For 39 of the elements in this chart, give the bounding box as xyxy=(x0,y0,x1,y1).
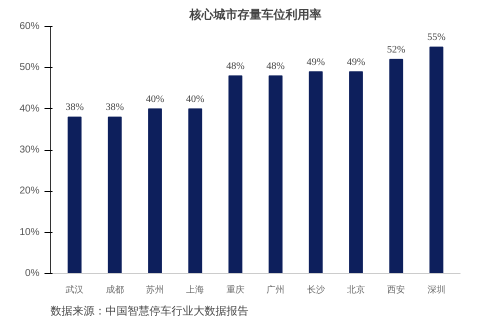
x-tick-label: 成都 xyxy=(106,284,124,294)
y-tick-label: 30% xyxy=(19,144,40,156)
y-tick-label: 50% xyxy=(19,62,40,74)
x-tick-label: 武汉 xyxy=(66,284,84,294)
data-label: 40% xyxy=(146,94,164,105)
x-tick-label: 广州 xyxy=(266,284,285,294)
x-tick-label: 长沙 xyxy=(306,284,325,294)
x-tick-label: 上海 xyxy=(186,284,204,294)
bar xyxy=(308,71,323,274)
bar xyxy=(108,116,122,274)
data-label: 49% xyxy=(306,56,325,68)
bar xyxy=(429,46,444,274)
source-note: 数据来源：中国智慧停车行业大数据报告 xyxy=(50,304,248,318)
bar xyxy=(228,75,242,274)
bar xyxy=(188,108,202,274)
data-label: 40% xyxy=(186,94,204,105)
x-tick-label: 西安 xyxy=(387,284,406,294)
bar xyxy=(349,71,363,274)
x-tick-label: 深圳 xyxy=(427,284,446,294)
data-label: 38% xyxy=(65,102,84,114)
data-label: 52% xyxy=(387,44,406,56)
data-label: 55% xyxy=(427,32,446,44)
bar xyxy=(268,75,283,274)
bar xyxy=(389,58,404,274)
x-tick-label: 苏州 xyxy=(146,284,164,294)
data-label: 49% xyxy=(346,56,366,68)
bar xyxy=(68,116,82,274)
y-tick-label: 0% xyxy=(25,268,40,279)
y-tick-label: 40% xyxy=(19,103,40,114)
data-label: 38% xyxy=(106,102,124,114)
y-tick-label: 10% xyxy=(19,226,40,238)
y-tick-label: 20% xyxy=(19,186,40,197)
x-tick-label: 北京 xyxy=(346,284,365,294)
x-tick-label: 重庆 xyxy=(226,284,244,294)
data-label: 48% xyxy=(266,60,285,72)
data-label: 48% xyxy=(226,60,245,72)
chart-title: 核心城市存量车位利用率 xyxy=(188,8,322,22)
bar xyxy=(148,108,162,274)
y-tick-label: 60% xyxy=(19,21,40,32)
